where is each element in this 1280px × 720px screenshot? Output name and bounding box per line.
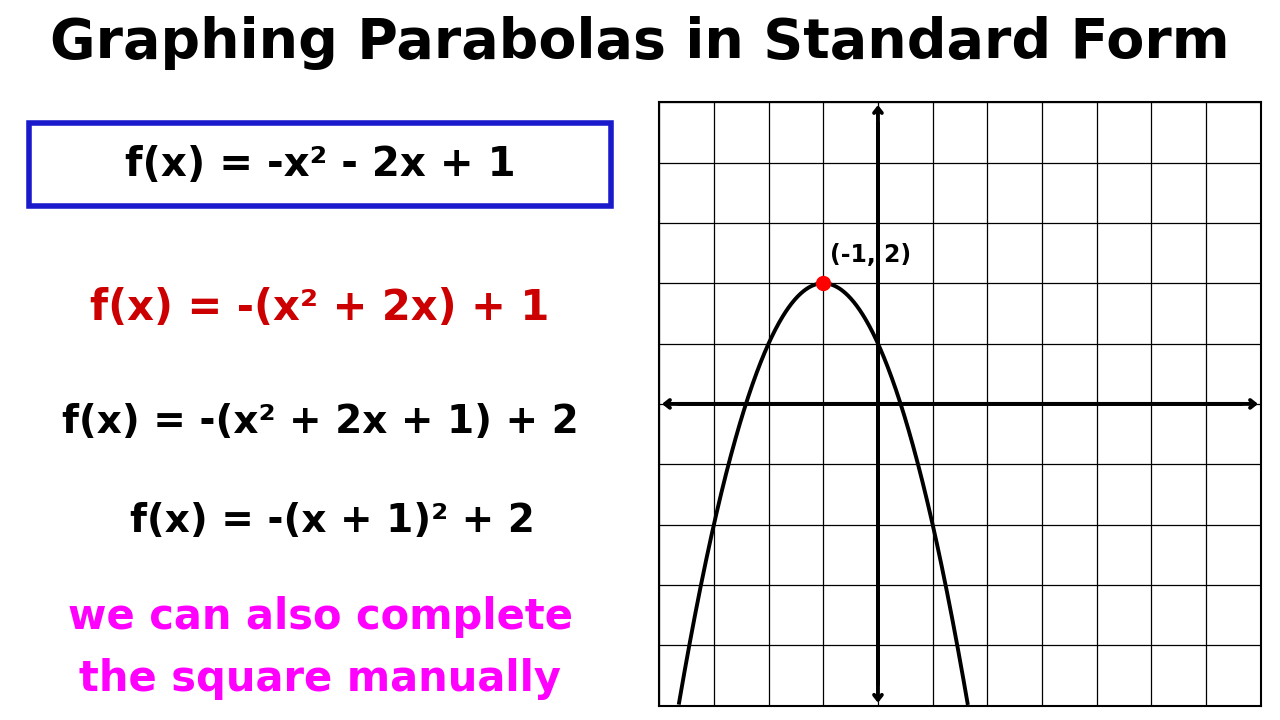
FancyBboxPatch shape <box>28 123 612 206</box>
Text: f(x) = -(x² + 2x + 1) + 2: f(x) = -(x² + 2x + 1) + 2 <box>61 403 579 441</box>
Text: Graphing Parabolas in Standard Form: Graphing Parabolas in Standard Form <box>50 16 1230 70</box>
Text: the square manually: the square manually <box>79 658 561 700</box>
Text: f(x) = -(x + 1)² + 2: f(x) = -(x + 1)² + 2 <box>131 503 535 540</box>
Text: f(x) = -x² - 2x + 1: f(x) = -x² - 2x + 1 <box>124 145 516 184</box>
Text: f(x) = -(x² + 2x) + 1: f(x) = -(x² + 2x) + 1 <box>91 287 549 329</box>
Text: (-1, 2): (-1, 2) <box>829 243 911 267</box>
Text: we can also complete: we can also complete <box>68 596 572 638</box>
